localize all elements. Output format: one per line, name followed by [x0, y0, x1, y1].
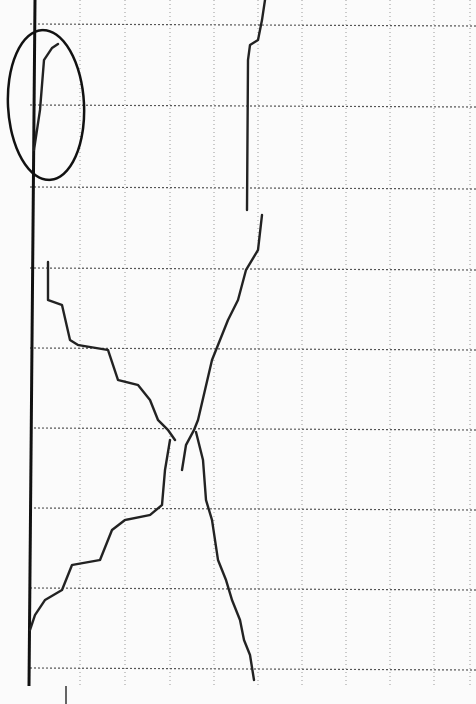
page: [0, 0, 476, 704]
recorder-paper: [0, 0, 476, 704]
